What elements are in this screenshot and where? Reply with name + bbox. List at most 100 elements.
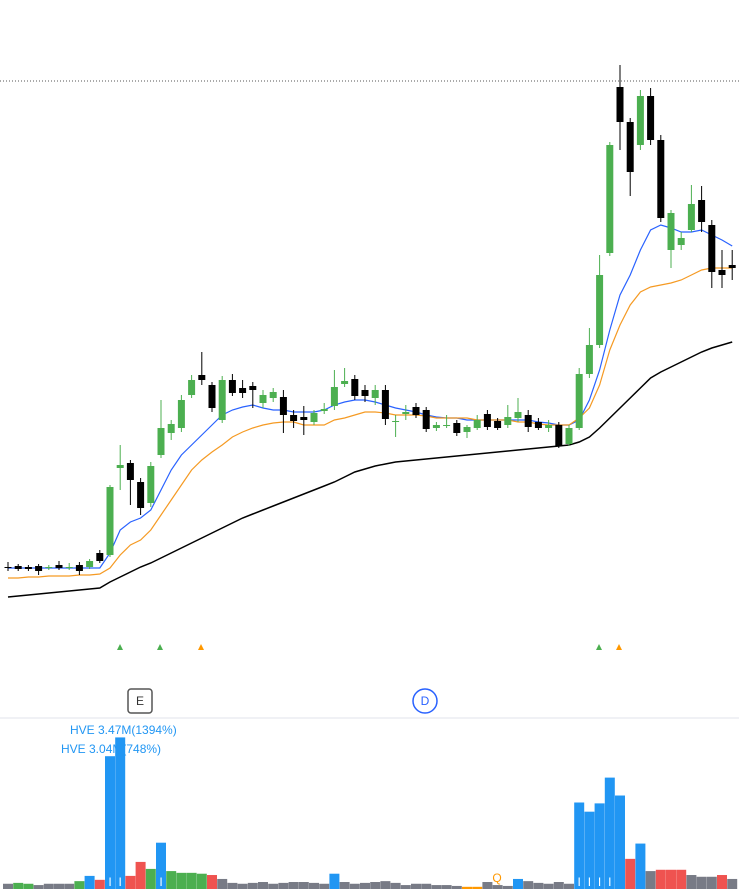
- volume-bar: [411, 883, 421, 889]
- volume-bar: [115, 737, 126, 889]
- event-label[interactable]: E: [136, 694, 144, 708]
- candle-body: [636, 96, 644, 145]
- volume-bar: [105, 756, 115, 889]
- volume-bar: [696, 876, 707, 889]
- volume-flag: I: [608, 875, 611, 889]
- event-circle[interactable]: [412, 688, 438, 714]
- candle-body: [677, 238, 685, 245]
- volume-bar: [441, 885, 452, 889]
- candle-body: [14, 566, 22, 569]
- moving-average: [8, 224, 733, 569]
- volume-bar: [23, 883, 34, 889]
- volume-bar: [564, 883, 574, 889]
- volume-bar: [268, 883, 279, 889]
- volume-bar: [227, 882, 238, 889]
- volume-bar: [655, 869, 666, 889]
- candle-body: [555, 425, 563, 446]
- volume-bar: [686, 875, 697, 889]
- volume-bar: [676, 869, 687, 889]
- volume-bar: [54, 883, 64, 889]
- candle-body: [137, 482, 145, 508]
- volume-bar: [94, 879, 105, 889]
- candle-body: [463, 427, 471, 432]
- candle-body: [116, 465, 124, 468]
- hve-label: HVE 3.04M(748%): [61, 742, 161, 756]
- candle-body: [626, 122, 634, 172]
- candle-body: [473, 420, 481, 428]
- candle-body: [269, 392, 277, 398]
- candle-body: [647, 96, 655, 140]
- signal-up: [616, 644, 622, 650]
- volume-bar: [339, 882, 350, 889]
- moving-average: [7, 341, 733, 598]
- volume-bar: [43, 883, 54, 889]
- volume-flag: I: [108, 875, 111, 889]
- signals: [117, 644, 622, 650]
- volume-bar: [553, 882, 564, 889]
- volume-bar: [217, 878, 228, 889]
- volume-bar: [13, 882, 24, 889]
- candle-body: [687, 204, 695, 230]
- candle-body: [657, 140, 665, 218]
- volume-bar: [513, 878, 523, 889]
- candle-body: [381, 390, 389, 419]
- signal-up: [157, 644, 163, 650]
- candle-body: [698, 200, 706, 222]
- volume-bar: [645, 871, 656, 889]
- candle-body: [310, 413, 318, 422]
- volume-bar: [258, 882, 268, 889]
- candle-body: [300, 417, 308, 420]
- volume-flag: I: [588, 875, 591, 889]
- candle-body: [86, 561, 94, 567]
- candle-body: [534, 422, 542, 428]
- volume-bar: [207, 875, 217, 889]
- volume-bar: [431, 885, 442, 889]
- candle-body: [575, 374, 583, 428]
- candle-body: [565, 428, 573, 444]
- candle-body: [483, 414, 491, 427]
- candle-body: [208, 385, 216, 408]
- candle-body: [177, 400, 185, 428]
- candle-body: [616, 87, 624, 122]
- event-label[interactable]: D: [421, 694, 430, 708]
- volume-bar: [360, 882, 370, 889]
- signal-up: [596, 644, 602, 650]
- candle-body: [45, 567, 53, 568]
- candle-body: [718, 270, 726, 275]
- candle-body: [147, 466, 155, 503]
- candle-body: [218, 380, 226, 420]
- event-box[interactable]: [127, 688, 153, 714]
- volume-bar: [288, 882, 299, 889]
- volume-bar: [319, 883, 330, 889]
- volume-bar: [298, 882, 309, 889]
- volume-bar: [523, 881, 534, 889]
- volume-bar: [309, 882, 319, 889]
- volume-flag: I: [119, 875, 122, 889]
- volume-bar: [543, 883, 554, 889]
- candle-body: [106, 487, 114, 555]
- volume-bar: [462, 886, 472, 889]
- volume-bar: [727, 878, 738, 889]
- candle-body: [412, 407, 420, 415]
- candle-body: [514, 412, 522, 418]
- candle-body: [228, 380, 236, 393]
- volume-bar: [717, 875, 727, 889]
- candle-body: [728, 265, 736, 268]
- candle-body: [402, 412, 410, 414]
- volume-bar: [237, 883, 248, 889]
- candle-body: [4, 567, 12, 568]
- event-label: Q: [492, 871, 501, 885]
- volume-bar: [125, 875, 136, 889]
- volume-bar: [380, 881, 391, 889]
- signal-up: [117, 644, 123, 650]
- candle-body: [545, 425, 553, 428]
- volume-bar: [166, 871, 177, 889]
- candle-body: [453, 423, 461, 433]
- volume-bar: [625, 858, 636, 889]
- candle-body: [75, 565, 83, 571]
- volume-bar: [482, 882, 493, 889]
- volume-bar: [196, 873, 207, 889]
- volume-bar: [247, 882, 258, 889]
- candle-body: [341, 381, 349, 384]
- candle-body: [504, 417, 512, 425]
